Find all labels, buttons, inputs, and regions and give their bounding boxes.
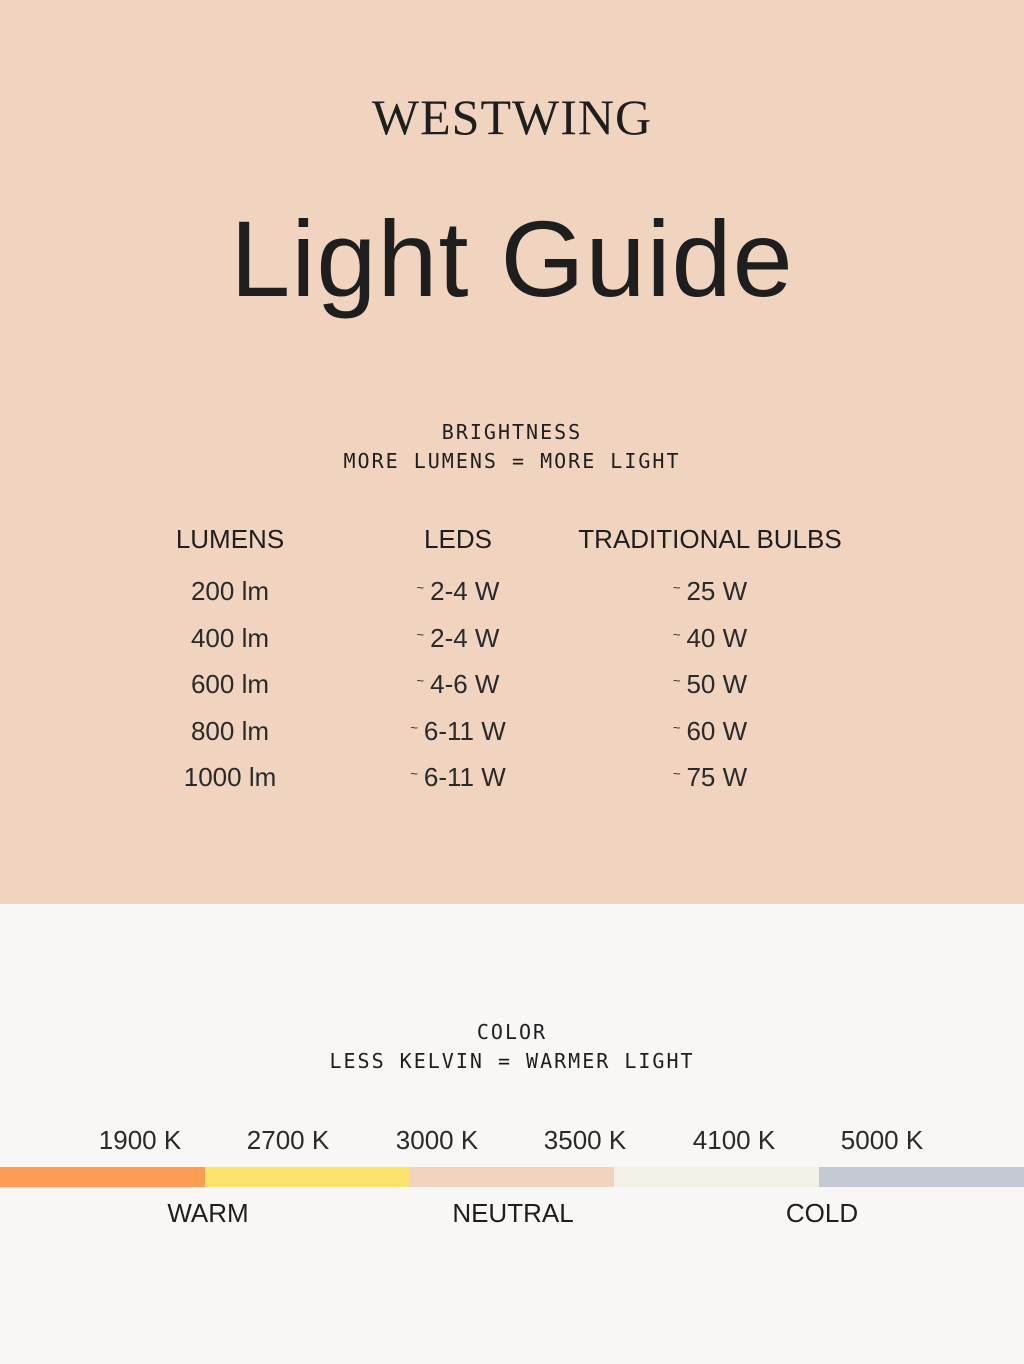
approx-tilde: ~: [672, 719, 681, 735]
table-cell: ~40 W: [560, 623, 860, 670]
cell-value: 2-4 W: [430, 576, 500, 606]
column-header: LEDS: [424, 524, 492, 554]
column-header: TRADITIONAL BULBS: [578, 524, 842, 554]
kelvin-label: 3000 K: [395, 1125, 479, 1155]
brightness-heading: BRIGHTNESS: [441, 420, 583, 444]
table-cell: 1000 lm: [130, 762, 330, 809]
cell-value: 4-6 W: [430, 669, 500, 699]
color-swatch: [204, 1167, 410, 1187]
color-swatch: [0, 1167, 205, 1187]
approx-tilde: ~: [416, 580, 425, 595]
table-cell: 800 lm: [130, 716, 330, 763]
cell-value: 50 W: [686, 669, 748, 699]
approx-tilde: ~: [410, 719, 418, 735]
cell-value: 6-11 W: [423, 715, 506, 746]
cell-value: 1000 lm: [183, 762, 277, 792]
brightness-section: [0, 0, 1024, 904]
table-cell: ~6-11 W: [358, 762, 558, 809]
column-header: LUMENS: [175, 524, 285, 554]
table-cell: ~50 W: [560, 669, 860, 716]
cell-value: 2-4 W: [430, 622, 500, 653]
traditional-bulbs-column: TRADITIONAL BULBS ~25 W ~40 W ~50 W ~60 W ~75…: [560, 524, 860, 809]
color-swatch: [819, 1167, 1024, 1187]
approx-tilde: ~: [672, 766, 681, 781]
cell-value: 60 W: [686, 715, 748, 746]
cell-value: 800 lm: [190, 715, 270, 746]
table-cell: ~4-6 W: [358, 669, 558, 716]
table-cell: ~60 W: [560, 716, 860, 763]
approx-tilde: ~: [410, 766, 418, 781]
table-cell: ~2-4 W: [358, 576, 558, 623]
table-cell: 400 lm: [130, 623, 330, 670]
temperature-label: NEUTRAL: [452, 1198, 574, 1228]
page-title: Light Guide: [230, 198, 794, 319]
color-subheading: LESS KELVIN = WARMER LIGHT: [329, 1049, 695, 1073]
table-cell: ~25 W: [560, 576, 860, 623]
temperature-label: COLD: [785, 1198, 859, 1228]
approx-tilde: ~: [672, 673, 681, 688]
kelvin-label: 2700 K: [246, 1125, 330, 1155]
cell-value: 75 W: [686, 762, 748, 792]
table-cell: ~2-4 W: [358, 623, 558, 670]
brightness-subheading: MORE LUMENS = MORE LIGHT: [343, 449, 681, 473]
cell-value: 6-11 W: [423, 762, 506, 792]
color-swatch: [614, 1167, 820, 1187]
kelvin-label: 3500 K: [543, 1125, 627, 1155]
cell-value: 600 lm: [190, 669, 270, 699]
lumens-column: LUMENS 200 lm 400 lm 600 lm 800 lm 1000 lm: [130, 524, 330, 809]
table-cell: 200 lm: [130, 576, 330, 623]
kelvin-label: 5000 K: [840, 1125, 924, 1155]
table-cell: ~75 W: [560, 762, 860, 809]
color-heading: COLOR: [476, 1020, 548, 1044]
approx-tilde: ~: [416, 626, 425, 642]
kelvin-label: 1900 K: [98, 1125, 182, 1155]
color-swatch: [409, 1167, 615, 1187]
approx-tilde: ~: [672, 626, 681, 642]
table-cell: 600 lm: [130, 669, 330, 716]
table-cell: ~6-11 W: [358, 716, 558, 763]
cell-value: 25 W: [686, 576, 748, 606]
approx-tilde: ~: [416, 673, 425, 688]
leds-column: LEDS ~2-4 W ~2-4 W ~4-6 W ~6-11 W ~6-11 W: [358, 524, 558, 809]
cell-value: 40 W: [686, 622, 748, 653]
kelvin-label: 4100 K: [692, 1125, 776, 1155]
cell-value: 400 lm: [190, 622, 270, 653]
temperature-label: WARM: [167, 1198, 249, 1228]
cell-value: 200 lm: [190, 576, 270, 606]
brand-logo: WESTWING: [371, 89, 653, 145]
approx-tilde: ~: [672, 580, 681, 595]
